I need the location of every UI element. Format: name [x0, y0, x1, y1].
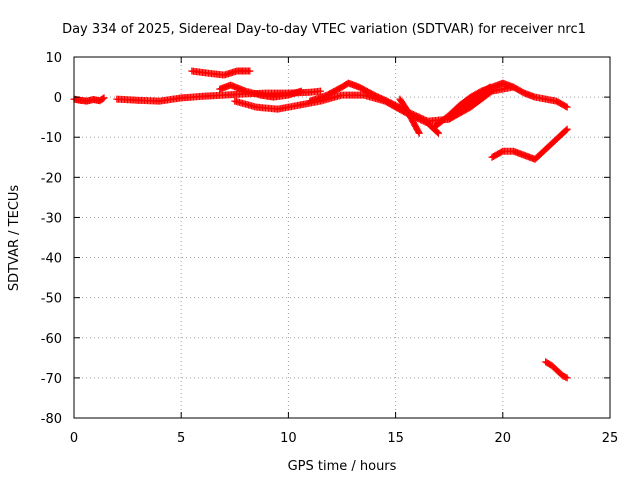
- y-axis-label: SDTVAR / TECUs: [7, 185, 22, 292]
- plot-frame: [73, 56, 611, 419]
- y-tick-label: 10: [45, 51, 62, 66]
- x-tick-label: 20: [495, 431, 512, 446]
- trace-marker: [562, 102, 570, 110]
- data-point: [563, 374, 571, 382]
- data-points: [70, 67, 571, 382]
- trace-marker: [433, 128, 441, 136]
- trace-marker: [485, 84, 493, 92]
- data-point: [563, 103, 571, 111]
- chart-title: Day 334 of 2025, Sidereal Day-to-day VTE…: [62, 22, 586, 37]
- data-point: [415, 129, 423, 137]
- x-tick-label: 25: [602, 431, 619, 446]
- trace-marker: [562, 373, 570, 381]
- y-tick-label: -30: [41, 211, 62, 226]
- y-tick-label: -10: [41, 131, 62, 146]
- data-point: [563, 125, 571, 133]
- y-tick-label: -80: [41, 412, 62, 427]
- data-point: [100, 94, 108, 102]
- y-tick-label: -60: [41, 332, 62, 347]
- x-axis-label: GPS time / hours: [288, 459, 397, 474]
- grid-lines: [74, 57, 610, 418]
- x-tick-label: 15: [387, 431, 404, 446]
- y-tick-label: -70: [41, 372, 62, 387]
- data-point: [297, 87, 305, 95]
- data-point: [246, 67, 254, 75]
- y-tick-label: -40: [41, 252, 62, 267]
- trace-marker: [99, 95, 107, 103]
- trace-marker: [414, 128, 422, 136]
- y-tick-label: -50: [41, 292, 62, 307]
- data-point: [434, 129, 442, 137]
- trace-marker: [562, 126, 570, 134]
- data-point: [486, 83, 494, 91]
- x-tick-label: 0: [70, 431, 78, 446]
- x-tick-label: 5: [177, 431, 185, 446]
- y-tick-label: -20: [41, 171, 62, 186]
- y-tick-label: 0: [54, 91, 62, 106]
- x-tick-label: 10: [280, 431, 297, 446]
- axis-ticks: 0 5 10 15 20 25 10 0 -10 -20 -30 -40 -50 -60 -70 -80: [41, 51, 619, 446]
- data-point: [317, 87, 325, 95]
